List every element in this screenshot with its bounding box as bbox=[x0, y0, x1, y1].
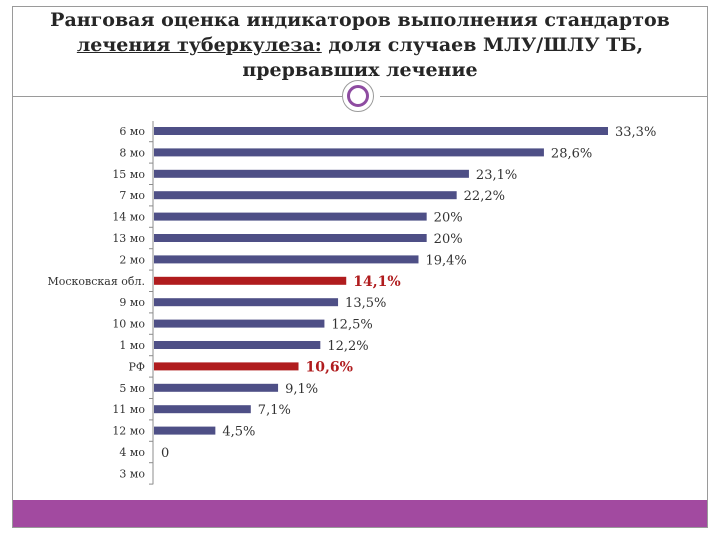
category-label-cat-6: 2 мо bbox=[119, 253, 145, 266]
category-label-cat-0: 6 мо bbox=[119, 125, 145, 138]
data-label-cat-12: 9,1% bbox=[285, 382, 318, 397]
title-divider-right bbox=[380, 96, 708, 97]
bar-cat-11 bbox=[154, 362, 299, 371]
title-rest-text: доля случаев МЛУ/ШЛУ ТБ, bbox=[321, 34, 644, 56]
bar-cat-14 bbox=[154, 426, 216, 435]
category-label-cat-7: Московская обл. bbox=[48, 275, 146, 288]
bar-cat-5 bbox=[154, 234, 427, 242]
data-label-cat-6: 19,4% bbox=[425, 253, 466, 268]
bar-chart: 6 мо 33,3% 8 мо 28,6% 15 мо 23,1% 7 мо 22,2% 14 … bbox=[48, 121, 656, 485]
bar-cat-10 bbox=[154, 341, 321, 349]
slide-frame bbox=[12, 6, 708, 528]
category-label-cat-14: 12 мо bbox=[112, 425, 145, 438]
bar-cat-1 bbox=[154, 148, 544, 157]
category-label-cat-11: РФ bbox=[128, 360, 145, 373]
title-line-1: Ранговая оценка индикаторов выполнения с… bbox=[50, 9, 670, 31]
bar-cat-3 bbox=[154, 191, 457, 200]
data-label-cat-4: 20% bbox=[434, 211, 463, 226]
ring-ornament-icon bbox=[342, 80, 374, 112]
data-label-cat-14: 4,5% bbox=[222, 425, 255, 440]
title-underlined-text: лечения туберкулеза: bbox=[76, 34, 322, 56]
bar-cat-2 bbox=[154, 169, 469, 178]
data-label-cat-1: 28,6% bbox=[551, 146, 592, 161]
data-label-cat-0: 33,3% bbox=[615, 125, 656, 140]
category-label-cat-8: 9 мо bbox=[119, 296, 145, 309]
bar-cat-13 bbox=[154, 405, 251, 414]
data-label-cat-11: 10,6% bbox=[306, 359, 353, 375]
data-label-cat-8: 13,5% bbox=[345, 296, 386, 311]
title-line-2: лечения туберкулеза: доля случаев МЛУ/ШЛ… bbox=[20, 33, 700, 58]
category-label-cat-15: 4 мо bbox=[119, 446, 145, 459]
category-label-cat-5: 13 мо bbox=[112, 232, 145, 245]
bar-cat-0 bbox=[154, 127, 608, 135]
category-label-cat-2: 15 мо bbox=[112, 168, 145, 181]
category-label-cat-9: 10 мо bbox=[112, 318, 145, 331]
category-label-cat-12: 5 мо bbox=[119, 382, 145, 395]
category-label-cat-4: 14 мо bbox=[112, 211, 145, 224]
data-label-cat-5: 20% bbox=[434, 232, 463, 247]
category-label-cat-10: 1 мо bbox=[119, 339, 145, 352]
data-label-cat-2: 23,1% bbox=[476, 168, 517, 183]
data-label-cat-3: 22,2% bbox=[464, 189, 505, 204]
category-label-cat-13: 11 мо bbox=[112, 403, 145, 416]
title-divider-left bbox=[12, 96, 342, 97]
page-title: Ранговая оценка индикаторов выполнения с… bbox=[20, 8, 700, 83]
title-line-3: прервавших лечение bbox=[242, 59, 478, 81]
category-label-cat-1: 8 мо bbox=[119, 146, 145, 159]
bar-cat-9 bbox=[154, 319, 325, 328]
category-label-cat-3: 7 мо bbox=[119, 189, 145, 202]
data-label-cat-13: 7,1% bbox=[258, 403, 291, 418]
category-label-cat-16: 3 мо bbox=[119, 467, 145, 480]
bar-cat-12 bbox=[154, 383, 279, 392]
bar-cat-7 bbox=[154, 276, 347, 285]
data-label-cat-7: 14,1% bbox=[353, 274, 400, 290]
footer-bar bbox=[13, 500, 707, 527]
bar-cat-8 bbox=[154, 298, 339, 307]
data-label-cat-9: 12,5% bbox=[331, 318, 372, 333]
data-label-cat-15: 0 bbox=[161, 446, 169, 461]
bar-cat-6 bbox=[154, 255, 419, 264]
data-label-cat-10: 12,2% bbox=[327, 339, 368, 354]
bar-cat-4 bbox=[154, 212, 427, 221]
